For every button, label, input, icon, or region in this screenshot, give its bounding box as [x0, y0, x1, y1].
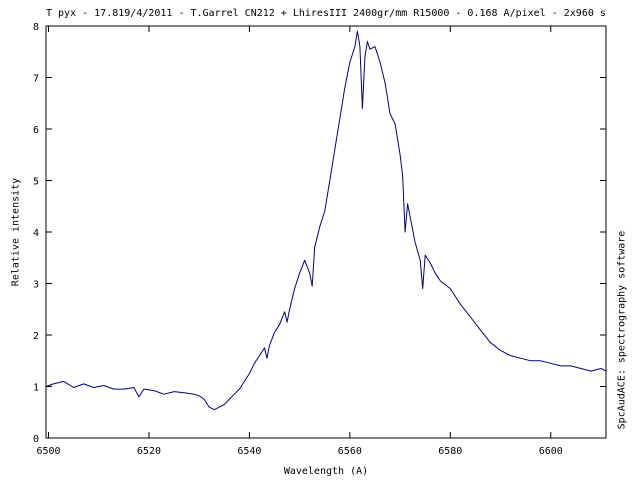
- series-layer: [45, 30, 607, 411]
- x-axis-label: Wavelength (A): [283, 466, 369, 477]
- y-tick-label: 2: [33, 331, 39, 342]
- chart-title: T pyx - 17.819/4/2011 - T.Garrel CN212 +…: [46, 8, 606, 19]
- y-tick-label: 7: [33, 74, 39, 85]
- spectrum-line: [45, 30, 607, 411]
- x-tick-label: 6540: [237, 446, 261, 457]
- x-tick-label: 6520: [137, 446, 161, 457]
- x-tick-label: 6580: [438, 446, 462, 457]
- axes-layer: 6500 6520 6540 6560 6580 6600 0 1 2 3 4 5 6 7 8: [33, 22, 606, 457]
- y-tick-label: 3: [33, 280, 39, 291]
- x-tick-label: 6600: [539, 446, 563, 457]
- y-tick-label: 8: [33, 22, 39, 33]
- y-tick-label: 4: [33, 228, 39, 239]
- x-tick-label: 6500: [36, 446, 60, 457]
- y-tick-label: 1: [33, 383, 39, 394]
- y-tick-label: 5: [33, 177, 39, 188]
- plot-frame: [45, 25, 607, 439]
- y-tick-label: 0: [33, 434, 39, 445]
- x-tick-label: 6560: [338, 446, 362, 457]
- y-tick-label: 6: [33, 125, 39, 136]
